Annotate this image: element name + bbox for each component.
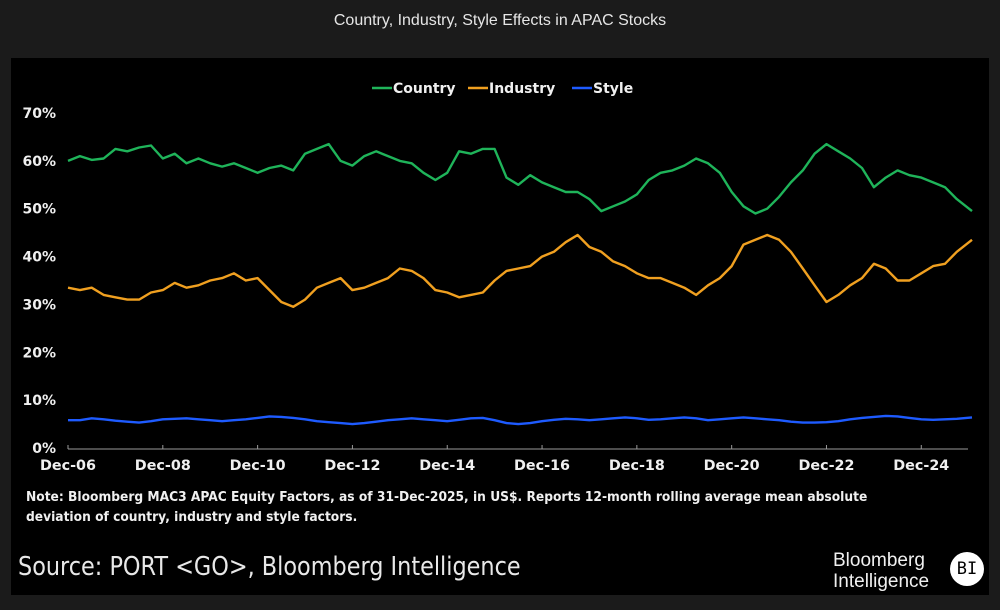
brand-logo-text: Bloomberg Intelligence <box>833 550 929 592</box>
series-line-style <box>68 414 973 426</box>
legend: Country Industry Style <box>372 81 633 97</box>
y-axis: 0% 10% 20% 30% 40% 50% 60% 70% <box>22 106 56 457</box>
x-tick-label: Dec-10 <box>230 458 286 474</box>
legend-label-industry: Industry <box>489 81 555 97</box>
series-line-country <box>67 142 973 215</box>
x-tick-label: Dec-08 <box>135 458 191 474</box>
bi-logo-icon: BI <box>950 552 984 586</box>
y-tick-label: 70% <box>22 106 56 122</box>
x-tick-label: Dec-24 <box>893 458 949 474</box>
x-axis: Dec-06 Dec-08 Dec-10 Dec-12 Dec-14 Dec-16 Dec-… <box>40 445 968 474</box>
x-tick-label: Dec-14 <box>419 458 475 474</box>
x-tick-label: Dec-12 <box>324 458 380 474</box>
series-line-industry <box>67 233 973 308</box>
y-tick-label: 20% <box>22 345 56 361</box>
chart-panel <box>11 58 989 595</box>
legend-label-style: Style <box>593 81 633 97</box>
chart-title: Country, Industry, Style Effects in APAC… <box>333 12 667 29</box>
y-tick-label: 10% <box>22 393 56 409</box>
brand-line-1: Bloomberg <box>833 550 925 571</box>
x-tick-label: Dec-20 <box>704 458 760 474</box>
source-text: Source: PORT <GO>, Bloomberg Intelligenc… <box>18 552 521 582</box>
y-tick-label: 30% <box>22 297 56 313</box>
x-tick-label: Dec-06 <box>40 458 96 474</box>
y-tick-label: 40% <box>22 250 56 266</box>
y-tick-label: 0% <box>32 441 56 457</box>
legend-label-country: Country <box>393 81 456 97</box>
x-tick-label: Dec-18 <box>609 458 665 474</box>
y-tick-label: 50% <box>22 202 56 218</box>
x-tick-label: Dec-16 <box>514 458 570 474</box>
x-tick-label: Dec-22 <box>798 458 854 474</box>
brand-line-2: Intelligence <box>833 571 930 592</box>
chart-note: Note: Bloomberg MAC3 APAC Equity Factors… <box>26 490 868 525</box>
y-tick-label: 60% <box>22 154 56 170</box>
series-lines <box>67 142 973 426</box>
